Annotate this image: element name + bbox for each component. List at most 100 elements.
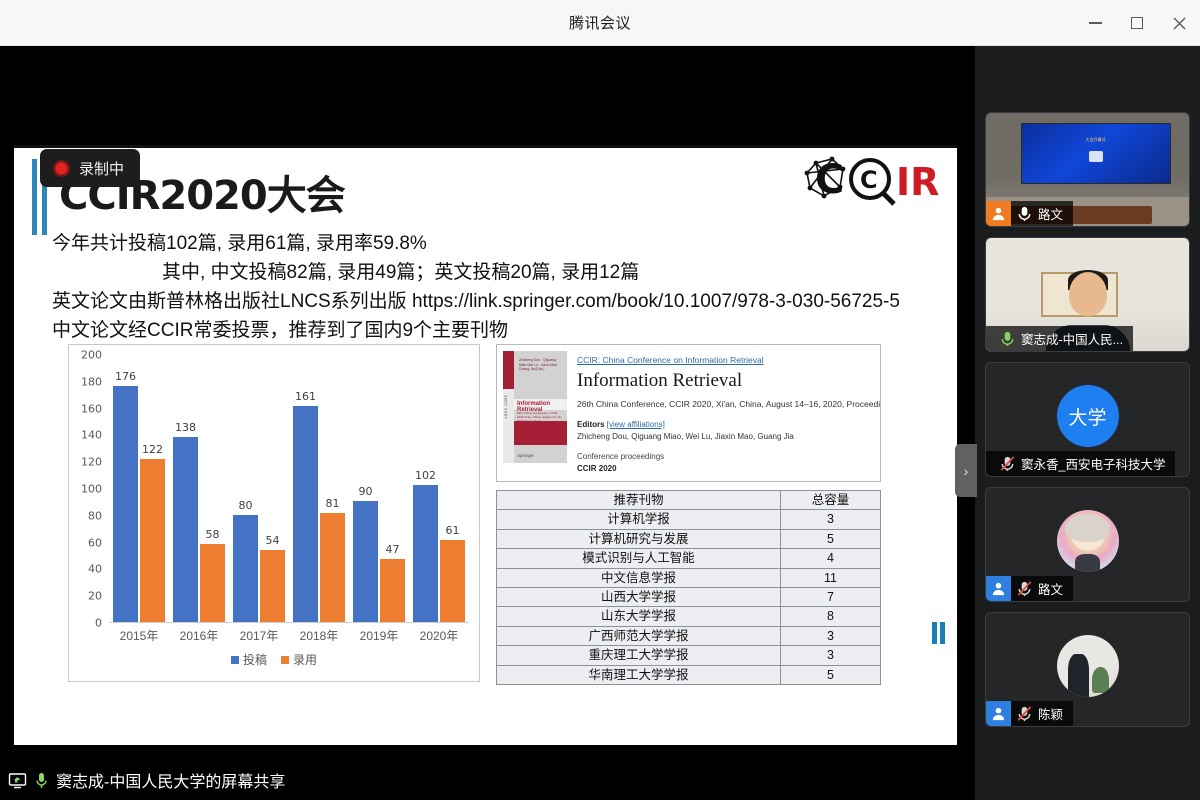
- chart-bar: 47: [380, 543, 405, 622]
- journal-capacity-cell: 3: [780, 625, 881, 647]
- window-titlebar: 腾讯会议: [0, 0, 1200, 46]
- participant-name: 窦永香_西安电子科技大学: [1021, 458, 1166, 472]
- chart-bar-value: 80: [238, 498, 253, 512]
- chart-y-tick: 40: [88, 562, 102, 576]
- table-header-row: 推荐刊物 总容量: [496, 489, 881, 511]
- svg-text:C: C: [860, 166, 878, 194]
- chart-y-tick: 80: [88, 509, 102, 523]
- avatar: [1056, 635, 1119, 698]
- minimize-button[interactable]: [1074, 0, 1116, 46]
- chart-x-tick: 2016年: [179, 629, 219, 643]
- screen-share-icon: [8, 772, 27, 788]
- close-button[interactable]: [1158, 0, 1200, 46]
- chart-bar-value: 54: [265, 533, 280, 547]
- journal-capacity-cell: 4: [780, 548, 881, 569]
- legend-swatch: [281, 655, 289, 664]
- view-affiliations-link[interactable]: [view affiliations]: [606, 420, 665, 429]
- journal-name-cell: 计算机学报: [496, 509, 781, 530]
- microphone-muted-icon: [1017, 581, 1032, 597]
- participant-name-chip: 窦永香_西安电子科技大学: [986, 451, 1176, 476]
- book-cover-band: [514, 399, 567, 410]
- chart-bar: 80: [233, 499, 258, 622]
- record-dot-icon: [53, 159, 70, 177]
- springer-series-link[interactable]: CCIR: China Conference on Information Re…: [577, 355, 764, 365]
- chart-y-tick: 140: [81, 428, 102, 442]
- springer-conference-info: 26th China Conference, CCIR 2020, Xi'an,…: [577, 399, 881, 409]
- person-icon: [992, 582, 1005, 596]
- collapse-panel-handle[interactable]: ›: [955, 444, 977, 497]
- journal-capacity-cell: 5: [780, 528, 881, 550]
- participant-name: 路文: [1038, 208, 1064, 222]
- legend-swatch: [230, 655, 239, 664]
- springer-editors-label: Editors [view affiliations]: [577, 420, 874, 429]
- minimize-icon: [1088, 22, 1102, 24]
- participant-tile[interactable]: 大学 窦永香_西安电子科技大学: [985, 362, 1190, 477]
- shared-screen-stage: 录制中 CCIR2020大会: [0, 46, 977, 800]
- recording-label: 录制中: [79, 160, 125, 178]
- journal-capacity-cell: 8: [780, 606, 881, 627]
- journal-capacity-cell: 3: [780, 645, 881, 666]
- table-row: 广西师范大学学报 3: [496, 625, 881, 647]
- chart-y-tick: 200: [81, 348, 102, 362]
- body-line-3: 英文论文由斯普林格出版社LNCS系列出版 https://link.spring…: [52, 291, 900, 312]
- chart-x-tick: 2018年: [299, 629, 339, 643]
- participant-name: 陈颖: [1038, 708, 1064, 722]
- person-icon: [992, 707, 1005, 721]
- chart-y-tick: 100: [81, 482, 102, 496]
- participant-tile[interactable]: 陈颖: [985, 612, 1190, 727]
- table-row: 山西大学学报 7: [496, 587, 881, 608]
- chart-x-tick: 2015年: [119, 629, 159, 643]
- book-spine: [503, 351, 514, 463]
- chart-bar: 90: [353, 485, 378, 622]
- chart-bar-value: 58: [205, 528, 220, 542]
- chart-y-tick: 120: [81, 455, 102, 469]
- slide-pause-mark: [932, 622, 945, 644]
- chart-bar-group: 138 58: [169, 355, 229, 622]
- book-publisher-label: Springer: [517, 453, 535, 458]
- ccir-logo-icon: C C IR: [804, 156, 939, 206]
- participant-badge: [986, 701, 1011, 726]
- book-cover-title: Information Retrieval: [517, 400, 550, 413]
- chart-bar: 122: [140, 443, 165, 622]
- participant-name: 窦志成-中国人民...: [1021, 333, 1124, 347]
- avatar: [1056, 510, 1119, 573]
- table-row: 华南理工大学学报 5: [496, 664, 881, 686]
- chart-legend-item: 投稿: [230, 651, 267, 668]
- chart-bar-value: 81: [325, 497, 340, 511]
- close-icon: [1173, 17, 1185, 29]
- chart-y-tick: 180: [81, 375, 102, 389]
- journal-capacity-cell: 5: [780, 664, 881, 686]
- conference-room-display: 大会开幕式: [1020, 123, 1171, 185]
- book-spine-text: LNCS 12285: [504, 395, 508, 419]
- springer-editors-list: Zhicheng Dou, Qiguang Miao, Wei Lu, Jiax…: [577, 432, 794, 441]
- chart-bar-group: 90 47: [349, 355, 409, 622]
- title-accent-bar-2: [42, 159, 47, 235]
- maximize-button[interactable]: [1116, 0, 1158, 46]
- presentation-slide: CCIR2020大会 C C: [14, 145, 957, 745]
- chart-bar-groups: 176 122 138 58 80 54 161 81 90 47 102 61: [109, 355, 469, 622]
- book-cover-image: LNCS 12285 Zhicheng Dou · Qiguang Miao W…: [503, 351, 567, 463]
- legend-label: 录用: [293, 653, 318, 667]
- chart-x-tick: 2019年: [359, 629, 399, 643]
- recording-indicator: 录制中: [40, 149, 141, 187]
- participant-tile[interactable]: 大会开幕式路文: [985, 112, 1190, 227]
- participant-tile[interactable]: 路文: [985, 487, 1190, 602]
- recommended-journals-table: 推荐刊物 总容量 计算机学报 3 计算机研究与发展 5 模式识别与人工智能 4 中文信息学报 11…: [496, 489, 881, 686]
- participant-tile[interactable]: 窦志成-中国人民...: [985, 237, 1190, 352]
- chart-bar-value: 61: [445, 524, 460, 538]
- book-cover-authors: Zhicheng Dou · Qiguang Miao Wei Lu · Jia…: [519, 358, 558, 372]
- table-row: 山东大学学报 8: [496, 606, 881, 627]
- book-cover-lower-block: [514, 421, 567, 445]
- participant-name-chip: 窦志成-中国人民...: [986, 326, 1134, 351]
- chart-bar: 58: [200, 528, 225, 622]
- participant-badge: [986, 201, 1011, 226]
- chart-y-tick: 20: [88, 589, 102, 603]
- journal-capacity-cell: 3: [780, 509, 881, 530]
- chart-bar-value: 176: [115, 370, 136, 384]
- chart-legend-item: 录用: [281, 651, 317, 668]
- chart-bar: 102: [413, 469, 438, 622]
- body-line-1: 今年共计投稿102篇, 录用61篇, 录用率59.8%: [52, 233, 427, 254]
- legend-label: 投稿: [242, 653, 267, 667]
- participant-name: 路文: [1038, 583, 1064, 597]
- chart-bar: 176: [113, 370, 138, 622]
